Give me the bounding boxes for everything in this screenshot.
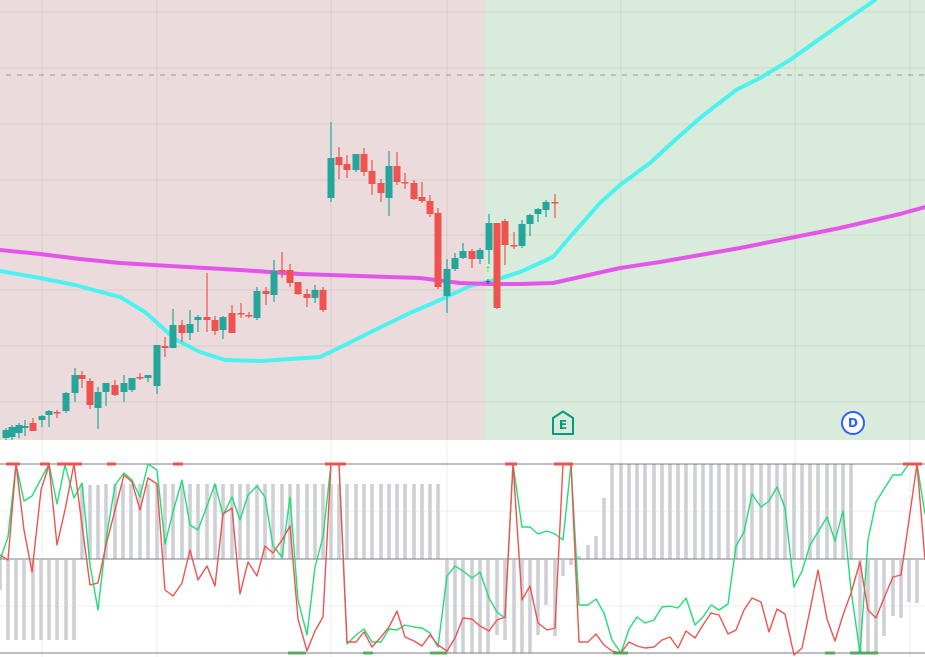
earnings-marker[interactable]: E xyxy=(551,410,575,436)
oscillator-pane[interactable] xyxy=(0,462,925,656)
candle[interactable] xyxy=(245,312,253,318)
candle[interactable] xyxy=(426,195,434,217)
candle[interactable] xyxy=(510,232,518,249)
candle[interactable] xyxy=(94,387,102,429)
candle[interactable] xyxy=(45,410,53,427)
dividend-label: D xyxy=(848,416,858,430)
candle[interactable] xyxy=(451,253,459,271)
candle[interactable] xyxy=(476,248,484,264)
candle[interactable] xyxy=(327,122,335,202)
candle[interactable] xyxy=(53,410,61,418)
candle[interactable] xyxy=(303,289,311,307)
candle[interactable] xyxy=(29,418,37,431)
candle[interactable] xyxy=(393,152,401,185)
candle[interactable] xyxy=(343,155,351,178)
dividend-badge-icon xyxy=(841,411,865,435)
candle[interactable] xyxy=(485,214,493,264)
earnings-label: E xyxy=(558,417,568,432)
candle[interactable] xyxy=(211,316,219,335)
candle[interactable] xyxy=(120,375,128,402)
candle[interactable] xyxy=(178,320,186,342)
candle[interactable] xyxy=(38,415,46,427)
candle[interactable] xyxy=(443,259,451,313)
candle[interactable] xyxy=(128,378,136,392)
candle[interactable] xyxy=(203,273,211,332)
candle[interactable] xyxy=(352,154,360,172)
candle[interactable] xyxy=(385,151,393,216)
svg-text:+: + xyxy=(485,277,492,286)
candle[interactable] xyxy=(153,345,161,394)
candle[interactable] xyxy=(401,173,409,189)
candle[interactable] xyxy=(286,264,294,287)
candle[interactable] xyxy=(186,310,194,340)
candle[interactable] xyxy=(169,309,177,348)
candle[interactable] xyxy=(111,380,119,396)
candle[interactable] xyxy=(410,180,418,200)
candle[interactable] xyxy=(551,194,559,218)
candle[interactable] xyxy=(102,383,110,406)
candle[interactable] xyxy=(194,315,202,332)
candle[interactable] xyxy=(237,303,245,318)
candle[interactable] xyxy=(62,392,70,413)
candle[interactable] xyxy=(319,287,327,312)
candle[interactable] xyxy=(434,208,442,289)
candle[interactable] xyxy=(8,425,16,440)
chart-background xyxy=(0,0,925,440)
candle[interactable] xyxy=(377,179,385,202)
candle[interactable] xyxy=(228,305,236,333)
candle[interactable] xyxy=(501,219,509,265)
candle[interactable] xyxy=(86,378,94,409)
candle[interactable] xyxy=(526,214,534,236)
candle[interactable] xyxy=(253,287,261,320)
candle[interactable] xyxy=(136,373,144,380)
candle[interactable] xyxy=(493,223,501,309)
candle[interactable] xyxy=(518,220,526,248)
candle[interactable] xyxy=(360,148,368,176)
candle[interactable] xyxy=(78,371,86,388)
candle[interactable] xyxy=(144,375,152,382)
candle[interactable] xyxy=(468,249,476,268)
candle[interactable] xyxy=(542,200,550,217)
candle[interactable] xyxy=(368,160,376,195)
candle[interactable] xyxy=(418,182,426,203)
candle[interactable] xyxy=(2,428,10,440)
signal-markers: ↑+ xyxy=(485,265,492,286)
dividend-marker[interactable]: D xyxy=(841,411,865,435)
candle[interactable] xyxy=(335,147,343,179)
svg-text:↑: ↑ xyxy=(485,265,492,274)
candle[interactable] xyxy=(161,337,169,357)
candle[interactable] xyxy=(278,252,286,278)
candle[interactable] xyxy=(294,282,302,295)
candle[interactable] xyxy=(15,423,23,438)
candle[interactable] xyxy=(311,285,319,303)
candle[interactable] xyxy=(459,243,467,259)
moving-average-lines xyxy=(0,0,925,363)
candle[interactable] xyxy=(262,287,270,305)
candle[interactable] xyxy=(71,368,79,402)
candle[interactable] xyxy=(219,316,227,339)
candle[interactable] xyxy=(270,260,278,302)
candlesticks[interactable] xyxy=(2,122,559,440)
earnings-badge-icon xyxy=(552,410,574,435)
candle[interactable] xyxy=(21,420,29,436)
candle[interactable] xyxy=(534,208,542,222)
